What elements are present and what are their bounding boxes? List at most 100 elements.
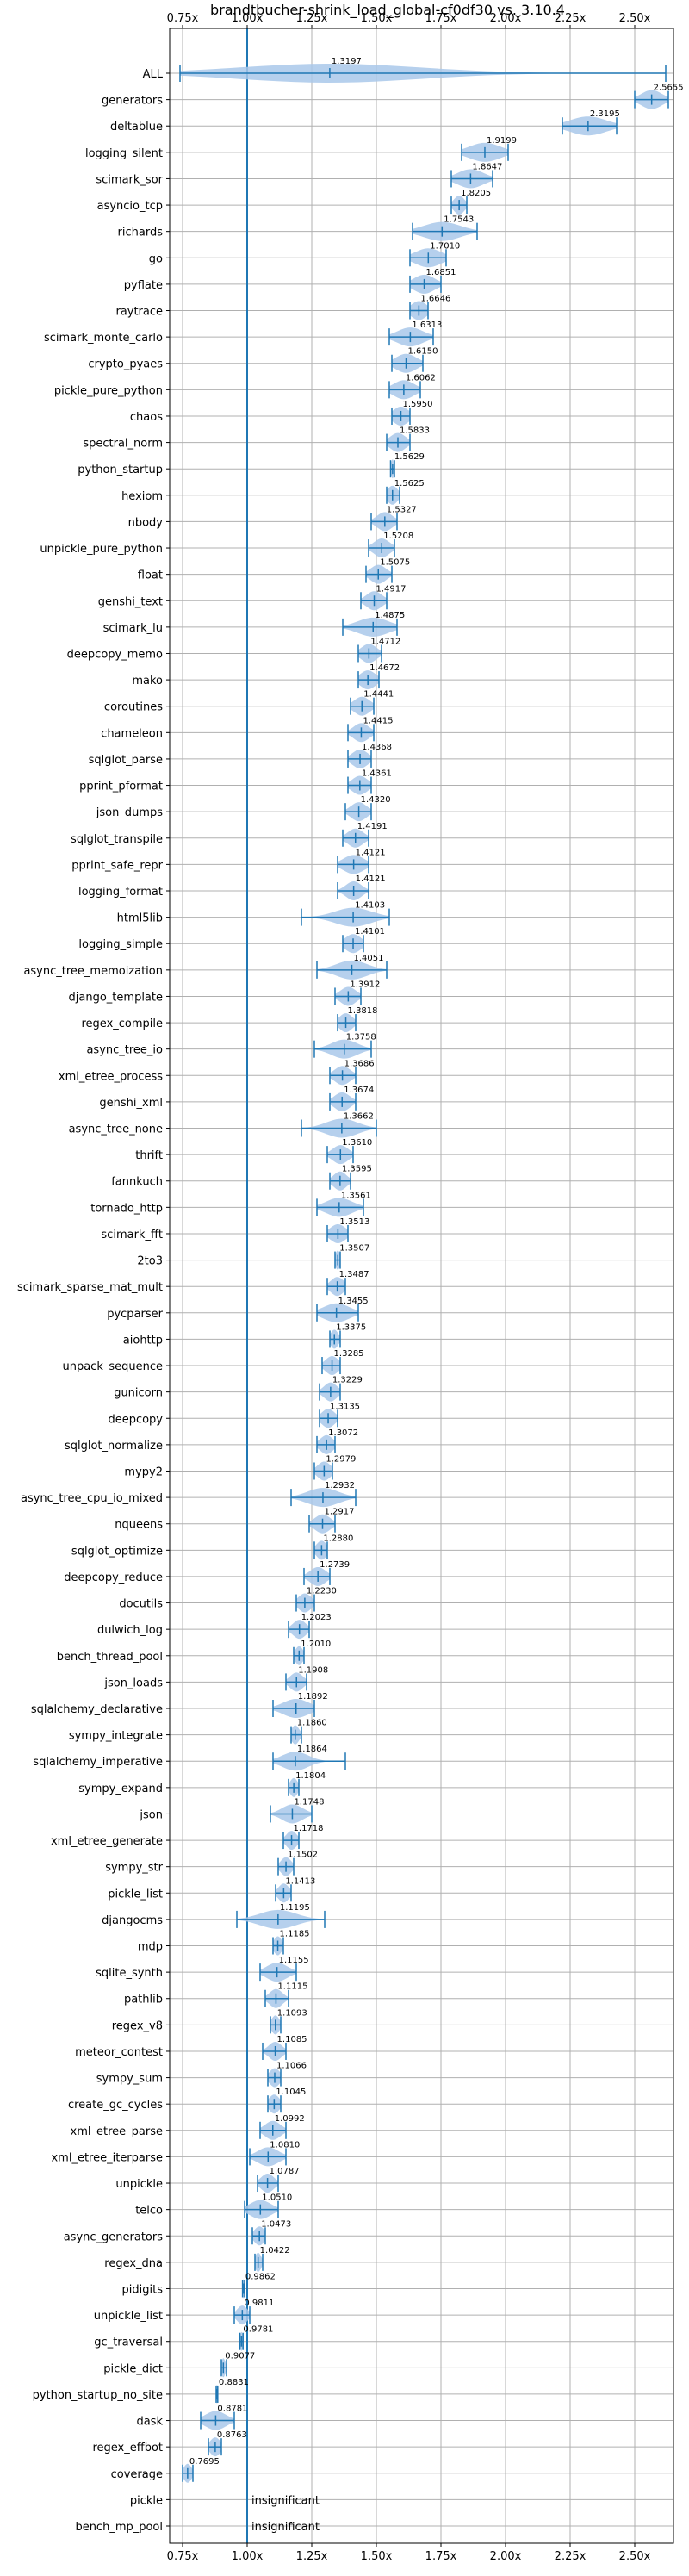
chart-title: brandtbucher-shrink_load_global-cf0df30 … [210, 2, 565, 19]
value-label: 1.1502 [288, 1851, 318, 1860]
category-label: aiohttp [123, 1334, 163, 1347]
category-label: gc_traversal [94, 2336, 163, 2349]
value-label: 1.3455 [338, 1297, 369, 1306]
category-label: mdp [138, 1941, 163, 1954]
violin-scimark_fft: 1.3513 [326, 1217, 369, 1243]
violin-pidigits: 0.9862 [241, 2272, 276, 2299]
violin-regex_compile: 1.3818 [337, 1006, 378, 1033]
category-label: ALL [143, 68, 164, 81]
value-label: 1.1864 [297, 1745, 327, 1754]
category-label: xml_etree_process [59, 1070, 163, 1083]
value-label: 1.2023 [301, 1613, 332, 1622]
value-label: 1.3674 [344, 1086, 374, 1095]
x-tick-label-bottom: 2.50x [619, 2550, 651, 2563]
category-label: json [139, 1808, 163, 1821]
category-label: fannkuch [111, 1176, 163, 1189]
value-label: 1.0422 [260, 2246, 290, 2256]
violin-tornado_http: 1.3561 [316, 1191, 371, 1217]
category-label: create_gc_cycles [68, 2099, 163, 2112]
value-label: 1.3912 [350, 980, 380, 989]
value-label: 1.0810 [270, 2140, 300, 2150]
x-tick-label-bottom: 0.75x [167, 2550, 199, 2563]
violin-ALL: 1.3197 [179, 57, 667, 83]
violin-hexiom: 1.5625 [386, 479, 425, 505]
value-label: 1.1804 [295, 1771, 326, 1781]
plot-frame [169, 28, 674, 2544]
violin-pickle_list: 1.1413 [275, 1876, 315, 1903]
violin-deepcopy: 1.3135 [319, 1402, 360, 1428]
category-label: scimark_lu [103, 622, 163, 635]
value-label: 1.1066 [276, 2062, 307, 2071]
value-label: 1.4712 [370, 637, 400, 646]
value-label: 1.2880 [323, 1534, 353, 1543]
violin-python_startup: 1.5629 [389, 452, 425, 479]
violin-json: 1.1748 [270, 1797, 324, 1824]
value-label: 1.4875 [375, 611, 405, 620]
value-label: 1.4672 [369, 663, 400, 673]
violin-spectral_norm: 1.5833 [386, 426, 430, 452]
category-label: regex_v8 [112, 2019, 163, 2032]
category-label: deepcopy_memo [67, 648, 163, 661]
category-label: gunicorn [114, 1387, 163, 1400]
x-tick-label-top: 1.50x [361, 12, 393, 25]
violin-async_tree_memoization: 1.4051 [316, 954, 388, 980]
x-tick-label-top: 1.75x [425, 12, 457, 25]
violin-sqlglot_optimize: 1.2880 [313, 1534, 353, 1560]
category-label: sqlglot_normalize [65, 1440, 163, 1453]
value-label: 1.3818 [348, 1006, 378, 1016]
value-label: 1.1748 [294, 1797, 324, 1807]
value-label: 1.3285 [334, 1349, 364, 1359]
violin-sqlglot_transpile: 1.4191 [342, 822, 388, 848]
value-label: 1.2917 [325, 1508, 355, 1517]
violin-thrift: 1.3610 [326, 1138, 372, 1165]
violin-aiohttp: 1.3375 [329, 1322, 366, 1349]
violin-sqlglot_parse: 1.4368 [347, 743, 392, 768]
value-label: 1.3072 [328, 1428, 358, 1438]
value-label: 1.5075 [380, 558, 410, 568]
value-label: 1.0992 [275, 2114, 305, 2124]
violin-meteor_contest: 1.1085 [262, 2035, 307, 2061]
value-label: 1.8647 [472, 162, 502, 171]
category-label: float [138, 569, 163, 582]
value-label: 1.4191 [357, 822, 388, 831]
value-label: 1.3686 [344, 1059, 375, 1068]
value-label: 1.6062 [406, 373, 436, 383]
value-label: 1.3507 [339, 1244, 369, 1254]
violin-sqlalchemy_imperative: 1.1864 [272, 1745, 346, 1771]
violin-sqlglot_normalize: 1.3072 [316, 1428, 358, 1454]
violin-deepcopy_memo: 1.4712 [357, 637, 400, 663]
category-label: unpickle_list [94, 2310, 163, 2323]
category-label: unpickle_pure_python [40, 543, 163, 556]
violin-generators: 2.5655 [634, 84, 684, 109]
violin-mypy2: 1.2979 [313, 1454, 356, 1481]
value-label: 1.6313 [412, 320, 442, 330]
category-label: unpack_sequence [62, 1360, 163, 1373]
value-label: 1.1115 [277, 1982, 307, 1992]
category-label: xml_etree_iterparse [51, 2151, 163, 2164]
violin-django_template: 1.3912 [334, 980, 380, 1006]
value-label: 1.4051 [354, 954, 384, 963]
category-label: pidigits [122, 2283, 164, 2296]
violin-docutils: 1.2230 [295, 1587, 337, 1613]
value-label: 1.5327 [387, 505, 417, 514]
x-tick-label-top: 2.00x [490, 12, 522, 25]
value-label: 1.9199 [487, 136, 517, 146]
violin-sympy_str: 1.1502 [277, 1851, 318, 1876]
value-label: 1.2979 [326, 1454, 356, 1464]
category-label: logging_simple [78, 938, 163, 951]
value-label: 0.9781 [243, 2325, 273, 2335]
value-label: 1.2230 [307, 1587, 337, 1596]
value-label: 1.5833 [400, 426, 430, 436]
category-label: coverage [111, 2468, 163, 2481]
value-label: 1.3561 [341, 1191, 371, 1200]
violin-sqlalchemy_declarative: 1.1892 [272, 1692, 328, 1718]
category-label: pathlib [124, 1994, 163, 2007]
value-label: 1.0473 [261, 2219, 291, 2229]
value-label: 1.4368 [362, 743, 392, 752]
value-label: 1.4361 [362, 769, 392, 779]
violin-unpack_sequence: 1.3285 [321, 1349, 364, 1376]
category-label: djangocms [102, 1914, 163, 1927]
violin-regex_dna: 1.0422 [254, 2246, 290, 2272]
violin-dulwich_log: 1.2023 [288, 1613, 332, 1640]
value-label: 1.3487 [339, 1270, 369, 1279]
